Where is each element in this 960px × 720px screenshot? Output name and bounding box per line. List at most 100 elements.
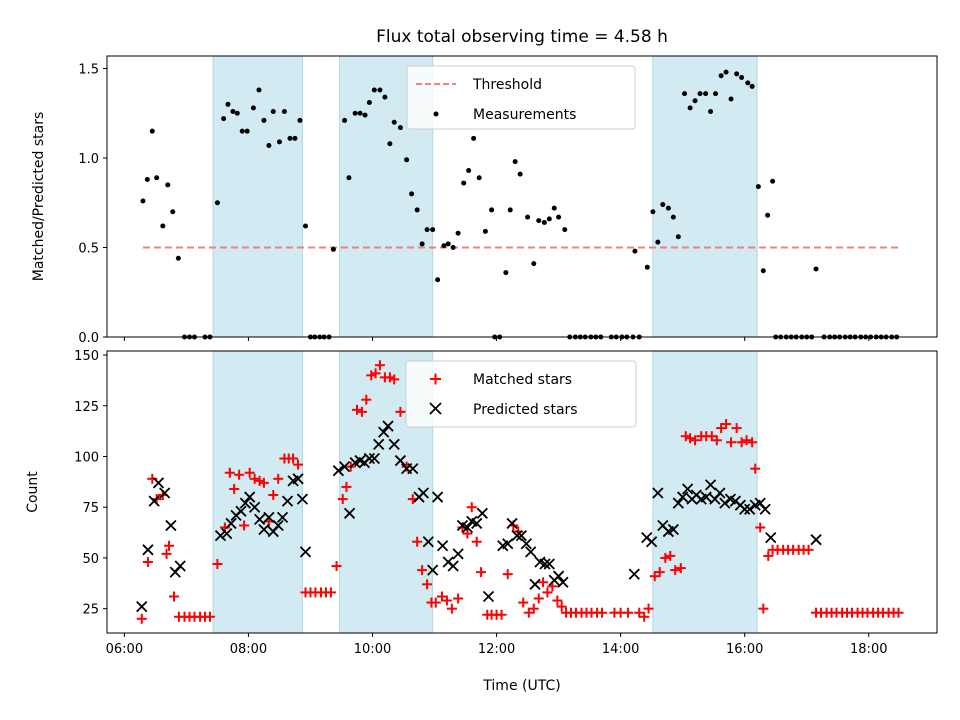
- predicted-marker-b: [427, 564, 439, 576]
- matched-marker: [224, 467, 235, 478]
- predicted-marker-b: [244, 491, 256, 503]
- matched-marker: [389, 374, 400, 385]
- predicted-marker-b: [388, 438, 400, 450]
- measurement-point: [466, 168, 472, 174]
- matched-marker: [623, 607, 634, 618]
- predicted-marker: [677, 491, 689, 503]
- matched-marker: [244, 467, 255, 478]
- top-x-ticks: [123, 337, 870, 341]
- matched-marker: [164, 540, 175, 551]
- measurement-point: [749, 83, 755, 89]
- matched-marker: [136, 613, 147, 624]
- predicted-marker: [506, 517, 518, 530]
- predicted-marker-b: [552, 570, 565, 582]
- predicted-marker: [368, 452, 380, 465]
- predicted-marker-b: [263, 511, 275, 523]
- top-panel: 0.0 0.5 1.0 1.5 Matched/Predicted stars Thr…: [31, 55, 938, 346]
- y-tick-label: 25: [82, 603, 99, 618]
- measurement-point: [261, 117, 267, 123]
- legend-measurements-label: Measurements: [473, 107, 576, 123]
- predicted-marker-b: [759, 503, 771, 515]
- matched-marker: [161, 548, 172, 559]
- predicted-marker-b: [338, 461, 351, 473]
- predicted-marker: [422, 536, 434, 548]
- predicted-marker: [338, 461, 351, 473]
- predicted-marker: [235, 505, 247, 517]
- predicted-marker-b: [239, 497, 251, 509]
- matched-marker: [356, 406, 367, 417]
- predicted-marker-b: [382, 420, 394, 432]
- measurement-point: [471, 135, 477, 141]
- predicted-marker-b: [452, 548, 464, 560]
- matched-marker: [457, 522, 468, 533]
- legend-predicted-swatch: [429, 402, 442, 415]
- measurement-point: [234, 110, 240, 116]
- predicted-marker-b: [754, 497, 766, 509]
- predicted-marker-b: [515, 529, 528, 542]
- matched-marker: [142, 556, 153, 567]
- predicted-marker: [253, 513, 266, 526]
- measurement-point: [419, 241, 425, 247]
- predicted-marker: [739, 503, 751, 515]
- predicted-marker: [810, 534, 822, 546]
- bottom-panel: 25 50 75 100 125 150 06:00 08:00 10:00 12:00 14:0…: [25, 349, 938, 694]
- shaded-interval: [212, 350, 303, 634]
- predicted-marker-b: [520, 538, 532, 550]
- matched-marker: [675, 563, 686, 574]
- shaded-interval: [212, 55, 303, 338]
- measurement-point: [244, 128, 250, 134]
- measurement-point: [813, 266, 819, 272]
- measurement-point: [256, 87, 262, 93]
- top-axes-frame: [106, 55, 938, 338]
- predicted-marker-b: [667, 523, 679, 536]
- predicted-marker: [427, 564, 439, 576]
- matched-marker: [441, 595, 452, 606]
- y-tick-label: 1.0: [78, 152, 99, 167]
- measurement-point: [551, 205, 557, 211]
- y-tick-label: 0.5: [78, 242, 99, 257]
- predicted-marker-b: [534, 556, 546, 568]
- predicted-marker: [148, 495, 160, 507]
- matched-marker: [422, 579, 433, 590]
- matched-marker: [258, 477, 269, 488]
- measurement-point: [414, 207, 420, 213]
- predicted-marker: [557, 576, 569, 588]
- measurement-point: [632, 248, 638, 254]
- matched-marker: [395, 406, 406, 417]
- top-y-axis: 0.0 0.5 1.0 1.5: [78, 63, 107, 346]
- matched-marker: [643, 603, 654, 614]
- matched-marker: [204, 611, 215, 622]
- measurement-point: [713, 91, 719, 97]
- predicted-marker: [296, 493, 309, 505]
- shaded-interval: [652, 55, 758, 338]
- predicted-marker: [136, 600, 148, 613]
- measurement-point: [670, 214, 676, 220]
- predicted-marker: [744, 503, 756, 515]
- y-tick-label: 0.0: [78, 331, 99, 346]
- predicted-marker-b: [476, 507, 488, 519]
- predicted-marker: [363, 452, 376, 465]
- measurement-point: [435, 277, 441, 283]
- measurement-point: [723, 69, 729, 75]
- measurement-point: [140, 198, 146, 204]
- predicted-marker-b: [174, 560, 186, 572]
- predicted-marker-b: [165, 519, 177, 532]
- measurement-point: [221, 116, 227, 122]
- predicted-marker: [431, 491, 444, 503]
- predicted-marker: [447, 560, 459, 572]
- matched-marker: [747, 437, 758, 448]
- measurement-point: [149, 128, 155, 134]
- predicted-marker-b: [214, 529, 227, 542]
- measurement-point: [330, 246, 336, 252]
- measurement-point: [391, 119, 397, 125]
- predicted-marker-b: [810, 534, 822, 546]
- matched-marker: [370, 368, 381, 379]
- matched-marker: [325, 587, 336, 598]
- predicted-marker: [482, 590, 495, 603]
- matched-marker: [556, 601, 567, 612]
- predicted-marker-b: [657, 519, 669, 532]
- matched-marker: [741, 435, 752, 446]
- predicted-marker: [520, 538, 532, 550]
- measurement-point: [175, 255, 181, 261]
- predicted-marker-b: [159, 487, 171, 499]
